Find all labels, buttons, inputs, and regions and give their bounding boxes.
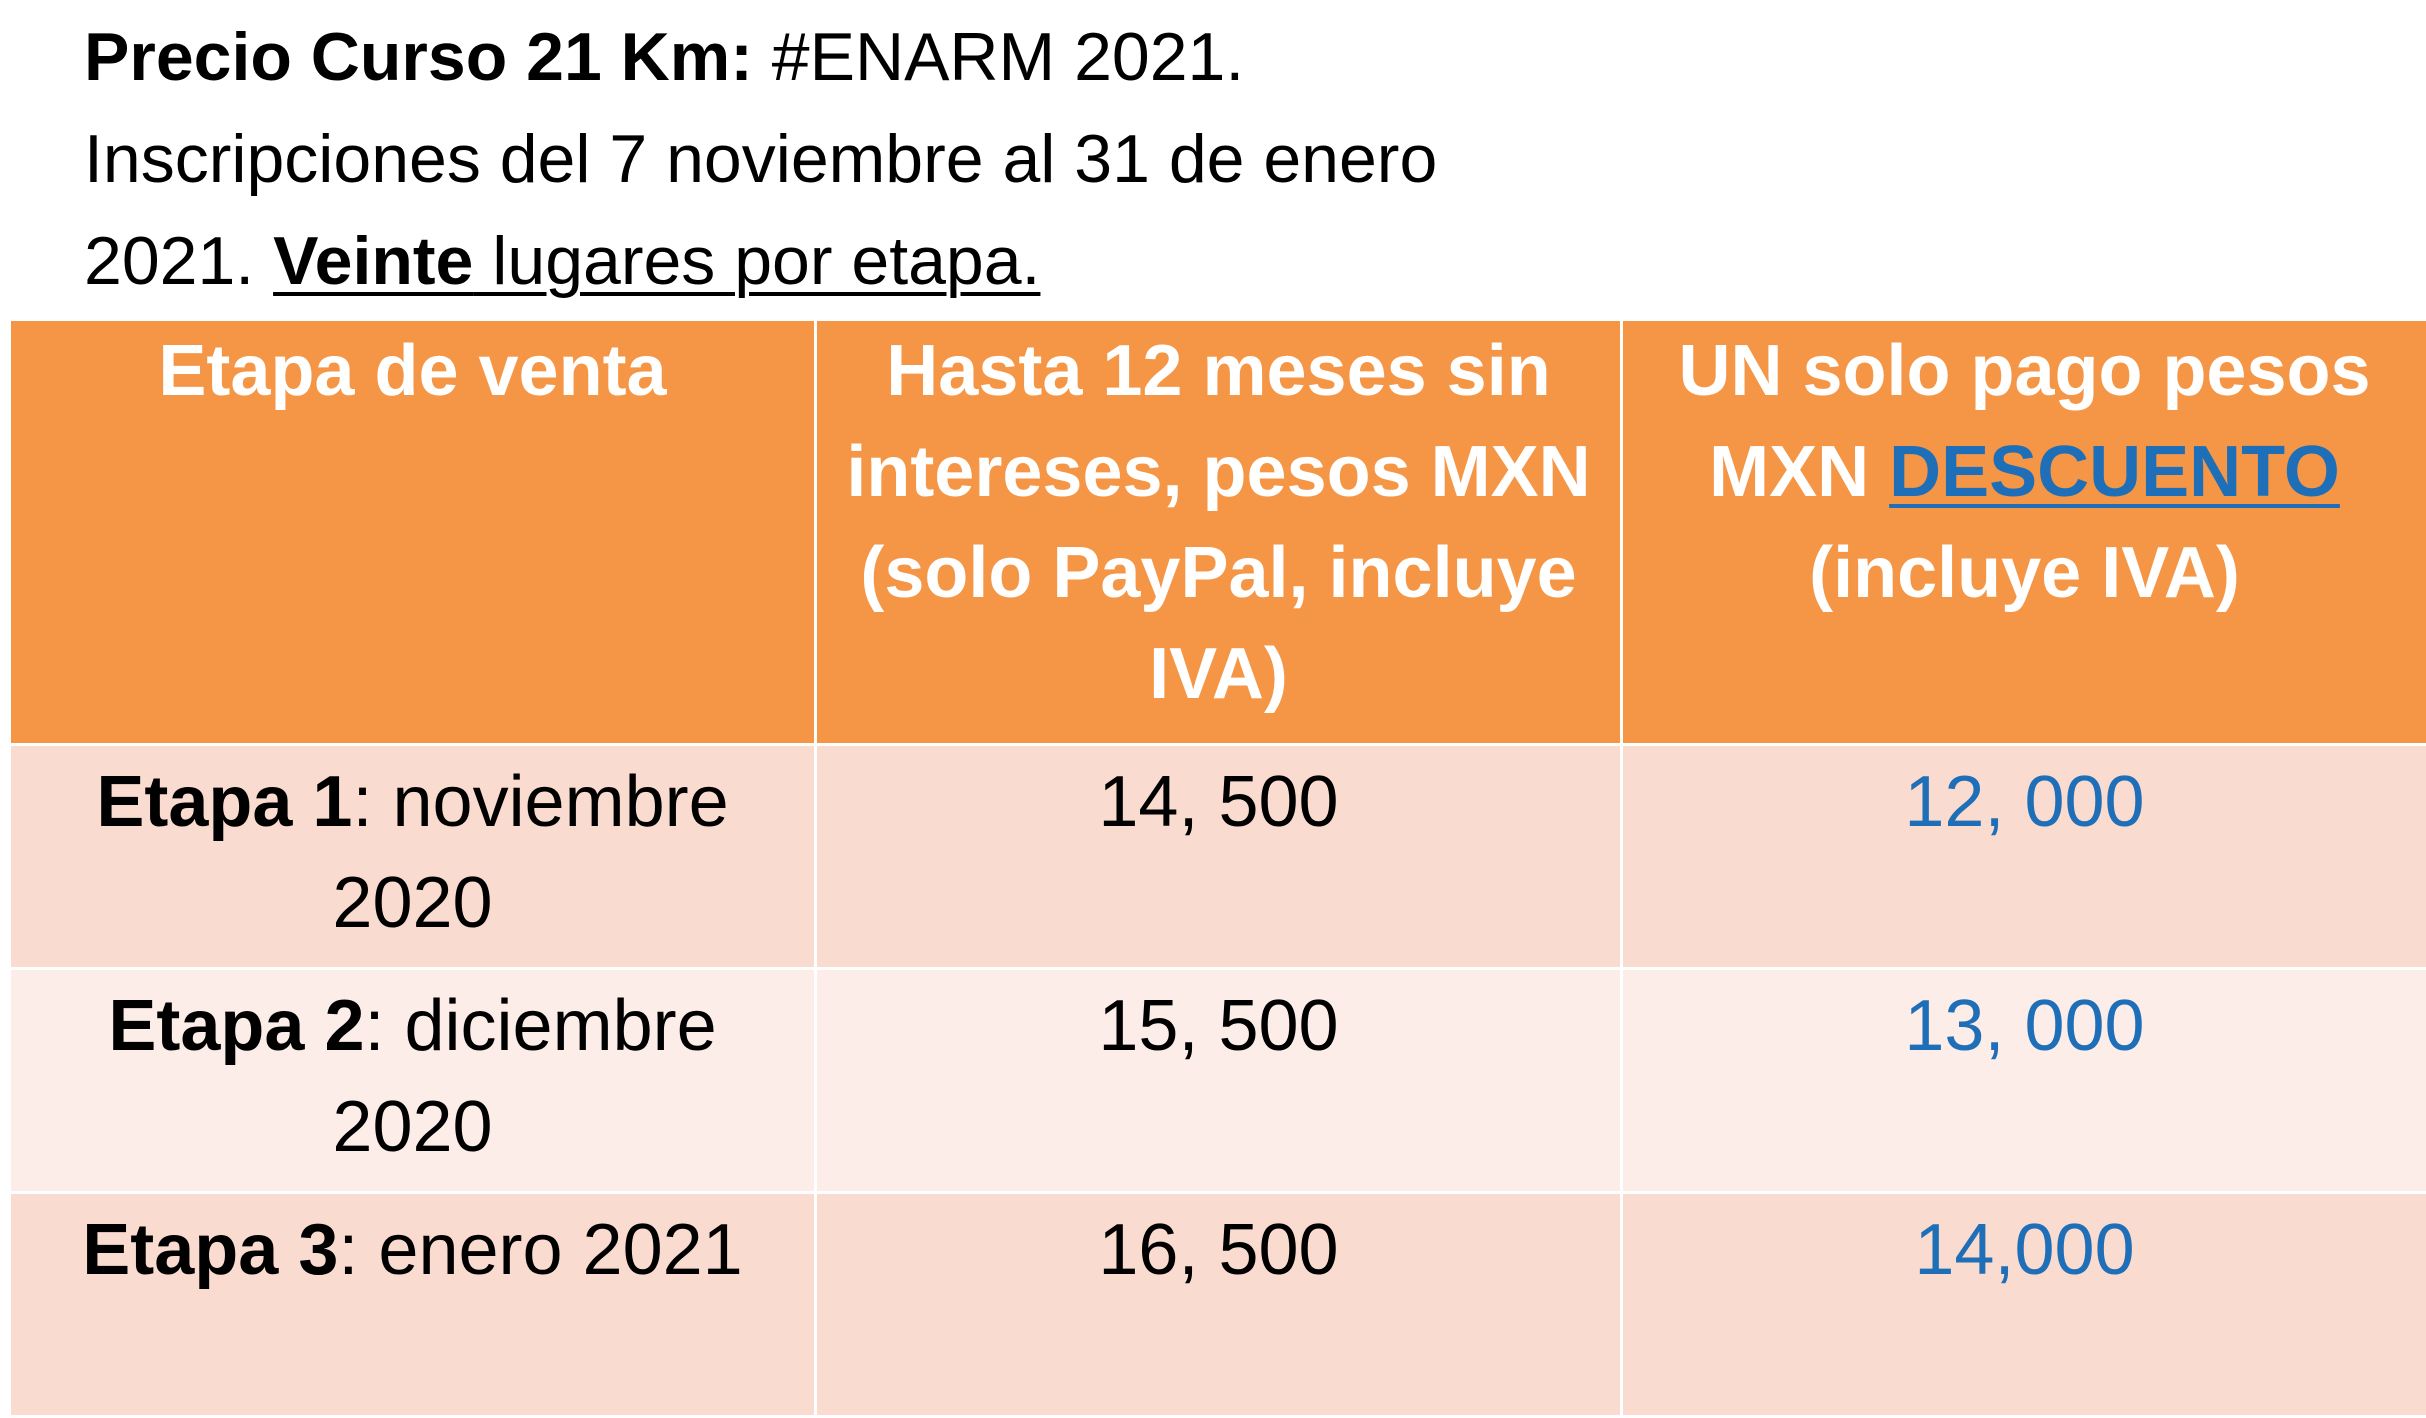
table-row: Etapa 1: noviembre 2020 14, 500 12, 000 [10,745,2426,969]
header-single-payment: UN solo pago pesos MXN DESCUENTO (incluy… [1622,320,2426,745]
stage-period: : diciembre 2020 [332,986,716,1167]
stage-period: : enero 2021 [338,1210,742,1290]
intro-spots-underlined: Veinte lugares por etapa. [273,223,1040,299]
installments-price: 16, 500 [816,1193,1622,1417]
stage-period: : noviembre 2020 [332,762,728,943]
header-installments: Hasta 12 meses sin intereses, pesos MXN … [816,320,1622,745]
table-row: Etapa 2: diciembre 2020 15, 500 13, 000 [10,969,2426,1193]
stage-cell: Etapa 1: noviembre 2020 [10,745,816,969]
stage-name: Etapa 3 [82,1210,338,1290]
single-payment-price: 13, 000 [1622,969,2426,1193]
installments-price: 14, 500 [816,745,1622,969]
intro-title-bold: Precio Curso 21 Km: [84,19,753,95]
table-row: Etapa 3: enero 2021 16, 500 14,000 [10,1193,2426,1417]
installments-price: 15, 500 [816,969,1622,1193]
course-intro: Precio Curso 21 Km: #ENARM 2021. Inscrip… [84,6,1784,312]
stage-name: Etapa 1 [96,762,352,842]
table-header-row: Etapa de venta Hasta 12 meses sin intere… [10,320,2426,745]
single-payment-price: 14,000 [1622,1193,2426,1417]
stage-cell: Etapa 2: diciembre 2020 [10,969,816,1193]
intro-title-rest: #ENARM 2021. [753,19,1244,95]
stage-cell: Etapa 3: enero 2021 [10,1193,816,1417]
discount-link[interactable]: DESCUENTO [1889,432,2340,512]
intro-spots-rest: lugares por etapa. [473,223,1040,299]
intro-line3-start: 2021. [84,223,273,299]
intro-spots-bold: Veinte [273,223,473,299]
price-table: Etapa de venta Hasta 12 meses sin intere… [8,318,2426,1418]
header-single-end: (incluye IVA) [1809,533,2240,613]
stage-name: Etapa 2 [108,986,364,1066]
header-sale-stage: Etapa de venta [10,320,816,745]
intro-enrollment-dates: Inscripciones del 7 noviembre al 31 de e… [84,121,1437,197]
single-payment-price: 12, 000 [1622,745,2426,969]
